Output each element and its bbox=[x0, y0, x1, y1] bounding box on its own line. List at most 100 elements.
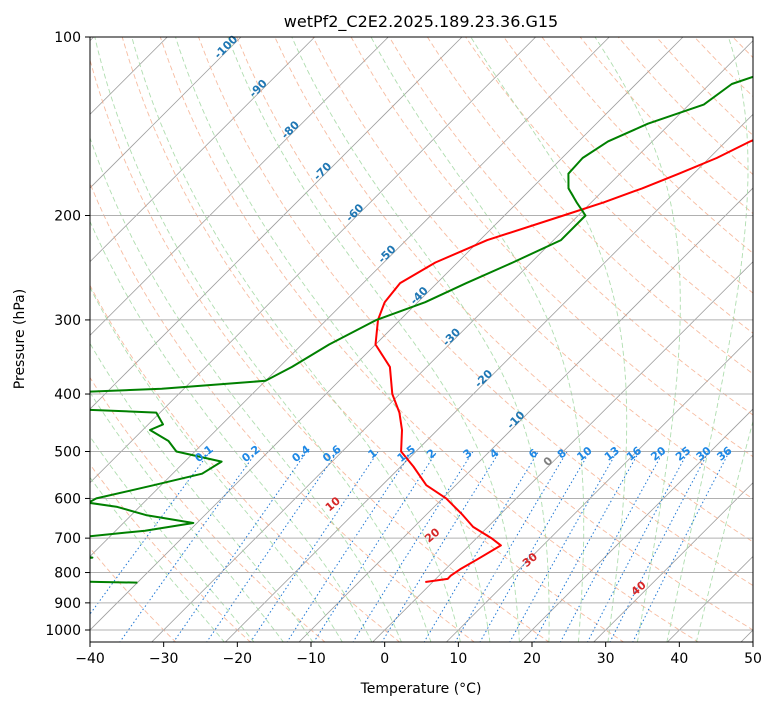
dry-adiabat-line bbox=[312, 37, 753, 500]
x-tick-label: −10 bbox=[296, 651, 326, 667]
mixing-ratio-line bbox=[454, 451, 568, 642]
moist-adiabat-line bbox=[470, 37, 628, 642]
moist-adiabat-line bbox=[370, 37, 585, 642]
sounding-profiles bbox=[90, 75, 753, 584]
isotherm-label: -20 bbox=[472, 367, 495, 390]
mixing-ratio-line bbox=[381, 451, 501, 642]
isotherm-line bbox=[740, 629, 753, 642]
moist-adiabat-line bbox=[90, 342, 314, 642]
isotherm-label: -30 bbox=[440, 325, 463, 348]
mixing-ratio-line bbox=[423, 451, 539, 642]
mixing-ratio-line bbox=[559, 451, 664, 642]
y-tick-label: 100 bbox=[54, 30, 81, 46]
y-tick-label: 600 bbox=[54, 491, 81, 507]
dry-adiabat-line bbox=[427, 37, 753, 375]
dewpoint-profile-line bbox=[90, 75, 753, 584]
isotherm-line bbox=[372, 261, 753, 642]
isotherm-label: -40 bbox=[408, 284, 431, 307]
mixing-ratio-label: 0.2 bbox=[239, 443, 262, 465]
x-tick-label: 30 bbox=[597, 651, 615, 667]
mixing-ratio-label: 0.4 bbox=[289, 443, 313, 465]
isotherm-label: -60 bbox=[343, 201, 366, 224]
pressure-gridlines bbox=[90, 37, 753, 631]
mixing-ratio-label: 3 bbox=[461, 446, 475, 461]
mixing-ratio-label: 36 bbox=[715, 444, 735, 464]
isotherm-line bbox=[90, 37, 684, 631]
y-tick-label: 900 bbox=[54, 596, 81, 612]
mixing-ratio-line bbox=[206, 451, 339, 642]
moist-adiabat-line bbox=[90, 435, 255, 642]
moist-adiabat-line bbox=[291, 37, 550, 642]
mixing-ratio-label: 25 bbox=[673, 444, 693, 464]
dry-adiabat-line bbox=[274, 37, 753, 543]
moist-adiabat-line bbox=[594, 37, 681, 642]
dry-adiabat-line bbox=[694, 37, 753, 98]
isotherm-line bbox=[90, 37, 463, 410]
mixing-ratio-line bbox=[286, 451, 413, 642]
x-axis-ticks: −40 −30 −20 −10 0 10 20 30 40 50 bbox=[75, 642, 762, 667]
dry-adiabat-line bbox=[90, 547, 177, 642]
x-tick-label: −30 bbox=[149, 651, 179, 667]
y-tick-label: 1000 bbox=[45, 623, 81, 639]
dry-adiabat-line bbox=[90, 376, 326, 642]
dry-adiabat-line bbox=[159, 37, 699, 642]
isotherm-line bbox=[445, 334, 753, 642]
mixing-ratio-label: 30 bbox=[694, 444, 714, 464]
y-tick-label: 800 bbox=[54, 566, 81, 582]
background-lines bbox=[90, 37, 775, 643]
chart-title: wetPf2_C2E2.2025.189.23.36.G15 bbox=[284, 12, 558, 32]
x-axis-label: Temperature (°C) bbox=[360, 681, 482, 697]
y-tick-label: 200 bbox=[54, 209, 81, 225]
isotherm-line bbox=[593, 482, 753, 642]
dry-adiabat-label: 20 bbox=[422, 525, 442, 545]
isotherm-line bbox=[151, 40, 753, 642]
dry-adiabat-line bbox=[236, 37, 753, 587]
mixing-ratio-line bbox=[249, 451, 379, 642]
isotherm-label: -90 bbox=[247, 77, 270, 100]
dry-adiabat-label: 30 bbox=[520, 550, 540, 570]
dry-adiabat-line bbox=[198, 37, 753, 631]
isotherm-line bbox=[90, 37, 389, 336]
isotherm-line bbox=[90, 37, 610, 557]
moist-adiabat-line bbox=[90, 391, 284, 642]
dry-adiabat-line bbox=[771, 37, 775, 643]
dry-adiabat-line bbox=[656, 37, 753, 136]
dry-adiabat-line bbox=[90, 284, 401, 642]
moist-adiabat-line bbox=[131, 37, 461, 642]
mixing-ratio-label: 2 bbox=[424, 446, 438, 461]
mixing-ratio-line bbox=[352, 451, 474, 642]
moist-adiabat-line bbox=[175, 37, 491, 642]
moist-adiabat-line bbox=[94, 37, 432, 642]
isotherm-line bbox=[224, 113, 753, 642]
dry-adiabat-line bbox=[465, 37, 753, 334]
dry-adiabat-line bbox=[388, 37, 753, 416]
mixing-ratio-line bbox=[533, 451, 640, 642]
dry-adiabat-line bbox=[503, 37, 753, 294]
isotherm-line bbox=[90, 37, 315, 263]
moist-adiabat-line bbox=[227, 37, 520, 642]
plot-frame bbox=[89, 36, 754, 643]
dry-adiabat-line bbox=[121, 37, 625, 642]
isotherm-label: -70 bbox=[311, 160, 334, 183]
mixing-ratio-label: 10 bbox=[575, 444, 595, 464]
x-tick-label: −40 bbox=[75, 651, 105, 667]
x-tick-label: 0 bbox=[380, 651, 389, 667]
moist-adiabat-line bbox=[695, 419, 753, 642]
y-tick-label: 400 bbox=[54, 387, 81, 403]
x-tick-label: 40 bbox=[670, 651, 688, 667]
dry-adiabat-label: 10 bbox=[323, 494, 343, 514]
isotherm-line bbox=[90, 37, 536, 484]
contour-labels: 0.1 0.2 0.4 0.6 1 1.5 2 3 4 6 8 10 13 16 20 25 30 36-100-… bbox=[192, 33, 734, 599]
dry-adiabat-line bbox=[90, 463, 251, 642]
dry-adiabat-line bbox=[617, 37, 753, 176]
x-tick-label: −20 bbox=[223, 651, 253, 667]
dry-adiabat-line bbox=[350, 37, 753, 458]
mixing-ratio-line bbox=[119, 451, 258, 642]
mixing-ratio-line bbox=[173, 451, 308, 642]
y-axis-ticks: 100 200 300 400 500 600 700 800 900 1000 bbox=[45, 30, 90, 639]
mixing-ratio-line bbox=[313, 451, 438, 642]
isotherm-line bbox=[666, 555, 753, 642]
mixing-ratio-line bbox=[632, 451, 730, 642]
isotherm-line bbox=[519, 408, 753, 642]
